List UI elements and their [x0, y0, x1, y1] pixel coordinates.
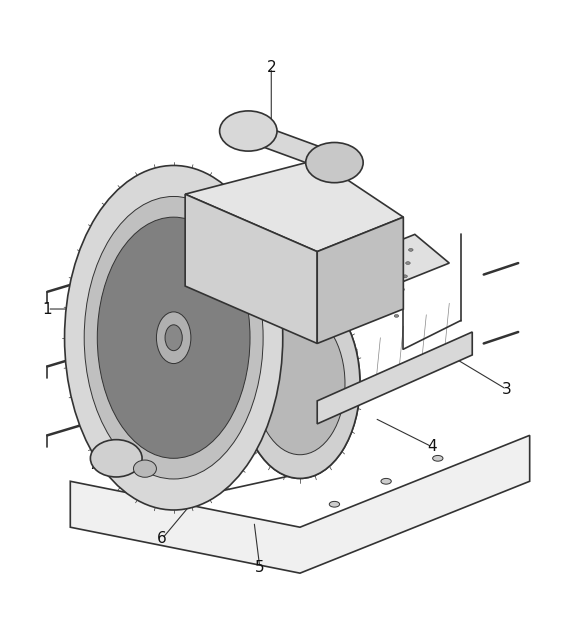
Ellipse shape	[309, 296, 314, 299]
Ellipse shape	[394, 315, 399, 317]
Ellipse shape	[336, 274, 341, 277]
Polygon shape	[185, 160, 403, 252]
Ellipse shape	[98, 217, 250, 458]
Ellipse shape	[397, 301, 402, 304]
Ellipse shape	[360, 265, 365, 269]
Text: 4: 4	[427, 439, 437, 454]
Ellipse shape	[387, 244, 392, 247]
Text: 7: 7	[88, 456, 98, 472]
Polygon shape	[317, 217, 403, 344]
Text: 1: 1	[43, 301, 52, 317]
Text: 6: 6	[158, 531, 167, 546]
Ellipse shape	[345, 235, 349, 238]
Ellipse shape	[84, 197, 263, 479]
Ellipse shape	[321, 244, 325, 246]
Ellipse shape	[331, 301, 335, 304]
Ellipse shape	[354, 292, 359, 295]
Ellipse shape	[91, 440, 142, 477]
Polygon shape	[185, 194, 317, 344]
Ellipse shape	[381, 271, 386, 273]
Text: 2: 2	[267, 60, 276, 76]
Ellipse shape	[306, 142, 363, 183]
Text: 3: 3	[502, 382, 512, 397]
Ellipse shape	[312, 283, 317, 286]
Ellipse shape	[133, 460, 156, 478]
Ellipse shape	[351, 305, 356, 308]
Polygon shape	[70, 435, 530, 573]
Ellipse shape	[403, 275, 407, 278]
Ellipse shape	[334, 287, 338, 290]
Ellipse shape	[240, 289, 360, 478]
Ellipse shape	[255, 313, 345, 454]
Ellipse shape	[240, 289, 360, 478]
Ellipse shape	[381, 478, 391, 484]
Polygon shape	[300, 235, 449, 309]
Ellipse shape	[156, 312, 191, 363]
Ellipse shape	[315, 270, 320, 272]
Ellipse shape	[357, 279, 362, 282]
Ellipse shape	[400, 288, 404, 291]
Polygon shape	[317, 332, 472, 424]
Ellipse shape	[384, 257, 389, 260]
Ellipse shape	[406, 262, 410, 265]
Ellipse shape	[409, 249, 413, 251]
Text: 5: 5	[255, 560, 265, 575]
Ellipse shape	[376, 297, 380, 299]
Ellipse shape	[363, 253, 368, 255]
Ellipse shape	[65, 165, 283, 510]
Ellipse shape	[329, 501, 340, 507]
Ellipse shape	[342, 248, 347, 251]
Ellipse shape	[165, 325, 182, 351]
Ellipse shape	[379, 283, 383, 287]
Ellipse shape	[373, 310, 377, 313]
Polygon shape	[220, 131, 363, 163]
Ellipse shape	[318, 256, 323, 260]
Ellipse shape	[433, 456, 443, 461]
Ellipse shape	[220, 111, 277, 151]
Ellipse shape	[366, 239, 370, 242]
Ellipse shape	[339, 261, 344, 264]
